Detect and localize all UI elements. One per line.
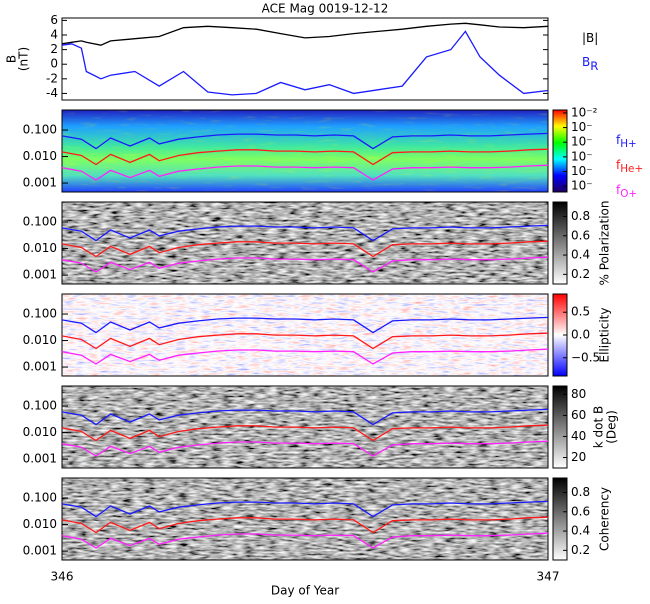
colorbar [552, 109, 568, 193]
y-tick-label: 0.010 [23, 241, 57, 255]
series-line [61, 516, 549, 534]
plot-frame [61, 109, 549, 193]
y-tick-label: -2 [46, 71, 58, 85]
colorbar [552, 385, 568, 469]
legend-subscript: R [590, 59, 598, 73]
series-line [61, 500, 549, 518]
y-axis-label: B [5, 55, 19, 63]
colorbar-tick-label: 0.8 [571, 485, 590, 499]
colorbar-tick-label: 10⁻ [571, 164, 593, 178]
plot-frame [61, 201, 549, 285]
y-tick-label: 0.001 [23, 360, 57, 374]
colorbar-tick-label: 10⁻ [571, 135, 593, 149]
legend-label: |B| [582, 31, 598, 45]
colorbar-label: % Polarization [598, 201, 612, 286]
colorbar-tick-label: 20 [571, 450, 586, 464]
y-tick-label: 0 [50, 57, 58, 71]
y-tick-label: 2 [50, 42, 58, 56]
series-line [61, 132, 549, 150]
series-line [61, 22, 549, 46]
colorbar [552, 477, 568, 561]
plot-frame [61, 385, 549, 469]
plot-frame [61, 477, 549, 561]
series-line [61, 164, 549, 181]
series-line [61, 440, 549, 457]
colorbar-tick-label: 0.2 [571, 267, 590, 281]
colorbar-tick-label: 0.4 [571, 524, 590, 538]
legend-entry: fHe+ [616, 158, 643, 176]
colorbar-tick-label: 0.5 [571, 305, 590, 319]
y-tick-label: 0.100 [23, 491, 57, 505]
colorbar-tick-label: 10⁻² [571, 105, 598, 119]
series-line [61, 224, 549, 242]
y-tick-label: 0.100 [23, 123, 57, 137]
series-line [61, 532, 549, 549]
colorbar-label: k dot B [592, 406, 606, 448]
series-line [61, 316, 549, 334]
x-tick-label: 346 [51, 570, 74, 584]
series-line [61, 256, 549, 273]
series-line [61, 332, 549, 350]
series-line [61, 240, 549, 258]
y-tick-label: 0.010 [23, 333, 57, 347]
y-tick-label: 6 [50, 13, 58, 27]
y-tick-label: 0.100 [23, 307, 57, 321]
colorbar-tick-label: 0.6 [571, 228, 590, 242]
colorbar [552, 201, 568, 285]
plot-frame [61, 17, 549, 101]
y-tick-label: 0.001 [23, 176, 57, 190]
y-tick-label: -4 [46, 86, 58, 100]
legend-entry: fO+ [616, 183, 637, 201]
colorbar-tick-label: 10⁻ [571, 120, 593, 134]
y-tick-label: 4 [50, 28, 58, 42]
chart-title: ACE Mag 0019-12-12 [262, 2, 389, 16]
colorbar-tick-label: 0.2 [571, 543, 590, 557]
legend-entry: |B| [582, 31, 598, 45]
colorbar-tick-label: 80 [571, 387, 586, 401]
y-tick-label: 0.010 [23, 425, 57, 439]
legend-label: f [616, 183, 621, 197]
colorbar-label: Ellipticity [598, 308, 612, 363]
series-line [61, 424, 549, 442]
plot-frame [61, 293, 549, 377]
y-tick-label: 0.001 [23, 452, 57, 466]
legend-label: B [582, 55, 590, 69]
y-tick-label: 0.001 [23, 268, 57, 282]
y-axis-label: (nT) [17, 47, 31, 71]
legend-subscript: He+ [620, 163, 643, 175]
legend-entry: fH+ [616, 133, 637, 151]
x-tick-label: 347 [537, 570, 560, 584]
colorbar-label: Coherency [598, 487, 612, 551]
y-tick-label: 0.100 [23, 399, 57, 413]
colorbar-tick-label: 0.0 [571, 328, 590, 342]
colorbar-tick-label: 10⁻ [571, 179, 593, 193]
legend-entry: BR [582, 55, 598, 73]
y-tick-label: 0.010 [23, 149, 57, 163]
colorbar-label: (Deg) [605, 410, 619, 444]
x-axis-label: Day of Year [271, 584, 339, 598]
series-line [61, 30, 549, 96]
colorbar-tick-label: 40 [571, 429, 586, 443]
colorbar-tick-label: 10⁻ [571, 149, 593, 163]
colorbar-tick-label: 0.4 [571, 248, 590, 262]
legend-subscript: O+ [620, 188, 637, 200]
legend-label: f [616, 158, 621, 172]
y-tick-label: 0.100 [23, 215, 57, 229]
colorbar-tick-label: −0.5 [571, 350, 600, 364]
series-line [61, 408, 549, 426]
colorbar-tick-label: 0.8 [571, 209, 590, 223]
colorbar-tick-label: 60 [571, 408, 586, 422]
series-line [61, 148, 549, 166]
colorbar-tick-label: 0.6 [571, 504, 590, 518]
series-line [61, 348, 549, 365]
legend-subscript: H+ [620, 138, 637, 150]
y-tick-label: 0.001 [23, 544, 57, 558]
legend-label: f [616, 133, 621, 147]
y-tick-label: 0.010 [23, 517, 57, 531]
